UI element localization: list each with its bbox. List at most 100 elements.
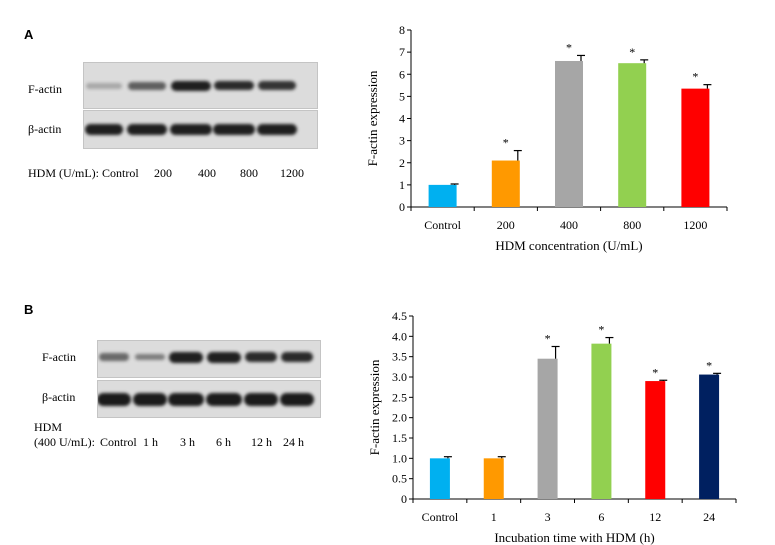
y-tick-label: 6	[399, 67, 405, 81]
blot-a-lane-caption: HDM (U/mL):	[28, 166, 99, 180]
bar	[681, 88, 710, 207]
blot-b-caption-line1: HDM	[34, 420, 63, 434]
y-tick-label: 3.5	[392, 350, 407, 364]
blot-band	[171, 80, 211, 91]
blot-a-lane-label: 800	[240, 166, 258, 180]
x-tick-label: 400	[560, 218, 578, 232]
blot-band	[281, 352, 313, 363]
significance-marker: *	[706, 358, 712, 372]
y-tick-label: 4.5	[392, 309, 407, 323]
blot-a-lane-label: Control	[102, 166, 139, 180]
blot-b-factin-strip	[97, 340, 321, 378]
y-tick-label: 7	[399, 45, 405, 59]
blot-band	[170, 124, 212, 135]
bar	[699, 374, 720, 499]
blot-a-factin-strip	[83, 62, 318, 109]
significance-marker: *	[598, 323, 604, 337]
bar	[555, 60, 583, 207]
blot-b-lane-label: 12 h	[251, 435, 272, 449]
y-tick-label: 0	[401, 492, 407, 506]
blot-b-bactin-strip	[97, 380, 321, 418]
significance-marker: *	[652, 365, 658, 379]
y-tick-label: 2	[399, 156, 405, 170]
blot-b-factin-label: F-actin	[42, 350, 76, 364]
blot-band	[85, 124, 123, 135]
significance-marker: *	[629, 45, 635, 59]
y-axis-title: F-actin expression	[365, 70, 380, 166]
x-tick-label: 6	[598, 510, 604, 524]
blot-a-bactin-label: β-actin	[28, 122, 62, 136]
y-tick-label: 3.0	[392, 370, 407, 384]
blot-band	[128, 81, 166, 90]
bar	[428, 184, 457, 207]
blot-band	[257, 124, 297, 135]
blot-band	[99, 353, 129, 362]
panel-b-label: B	[24, 302, 34, 317]
blot-band	[258, 81, 296, 90]
y-tick-label: 1.0	[392, 451, 407, 465]
blot-band	[168, 392, 204, 406]
x-tick-label: 1200	[683, 218, 707, 232]
y-axis-title: F-actin expression	[367, 359, 382, 455]
blot-b-lane-label: 24 h	[283, 435, 304, 449]
blot-b-bactin-label: β-actin	[42, 390, 76, 404]
x-axis-title: HDM concentration (U/mL)	[495, 238, 642, 253]
significance-marker: *	[503, 136, 509, 150]
x-tick-label: 200	[497, 218, 515, 232]
bar	[591, 343, 612, 499]
y-tick-label: 4.0	[392, 329, 407, 343]
blot-b-lane-label: 3 h	[180, 435, 195, 449]
y-tick-label: 8	[399, 23, 405, 37]
x-tick-label: Control	[424, 218, 461, 232]
blot-band	[280, 392, 314, 406]
significance-marker: *	[692, 70, 698, 84]
blot-band	[133, 392, 167, 406]
blot-band	[86, 82, 122, 89]
x-tick-label: 800	[623, 218, 641, 232]
x-axis-title: Incubation time with HDM (h)	[494, 530, 654, 545]
significance-marker: *	[545, 332, 551, 346]
x-tick-label: Control	[422, 510, 459, 524]
blot-band	[206, 392, 242, 406]
bar	[537, 358, 558, 499]
blot-a-lane-label: 200	[154, 166, 172, 180]
blot-band	[214, 81, 254, 90]
blot-a-lane-label: 1200	[280, 166, 304, 180]
blot-b-lane-label: 6 h	[216, 435, 231, 449]
y-tick-label: 1	[399, 178, 405, 192]
bar	[618, 63, 647, 207]
y-tick-label: 2.5	[392, 390, 407, 404]
y-tick-label: 0	[399, 200, 405, 214]
y-tick-label: 4	[399, 112, 405, 126]
blot-a-lane-label: 400	[198, 166, 216, 180]
blot-band	[207, 351, 241, 363]
blot-b-lane-label: Control	[100, 435, 137, 449]
bar	[429, 458, 450, 499]
y-tick-label: 1.5	[392, 431, 407, 445]
significance-marker: *	[566, 40, 572, 54]
blot-band	[245, 352, 277, 363]
blot-band	[169, 351, 203, 363]
bar	[645, 381, 666, 499]
bar	[483, 458, 504, 499]
y-tick-label: 0.5	[392, 472, 407, 486]
blot-a-factin-label: F-actin	[28, 82, 62, 96]
blot-band	[98, 392, 131, 406]
blot-band	[135, 354, 165, 361]
x-tick-label: 1	[491, 510, 497, 524]
blot-b-lane-caption: (400 U/mL):	[34, 435, 95, 449]
blot-b-lane-label: 1 h	[143, 435, 158, 449]
bar	[491, 160, 520, 207]
x-tick-label: 24	[703, 510, 715, 524]
blot-band	[127, 124, 167, 135]
y-tick-label: 5	[399, 89, 405, 103]
blot-band	[244, 392, 278, 406]
blot-band	[213, 124, 255, 135]
y-tick-label: 2.0	[392, 411, 407, 425]
panel-a-label: A	[24, 27, 34, 42]
x-tick-label: 3	[545, 510, 551, 524]
y-tick-label: 3	[399, 134, 405, 148]
blot-a-bactin-strip	[83, 110, 318, 149]
